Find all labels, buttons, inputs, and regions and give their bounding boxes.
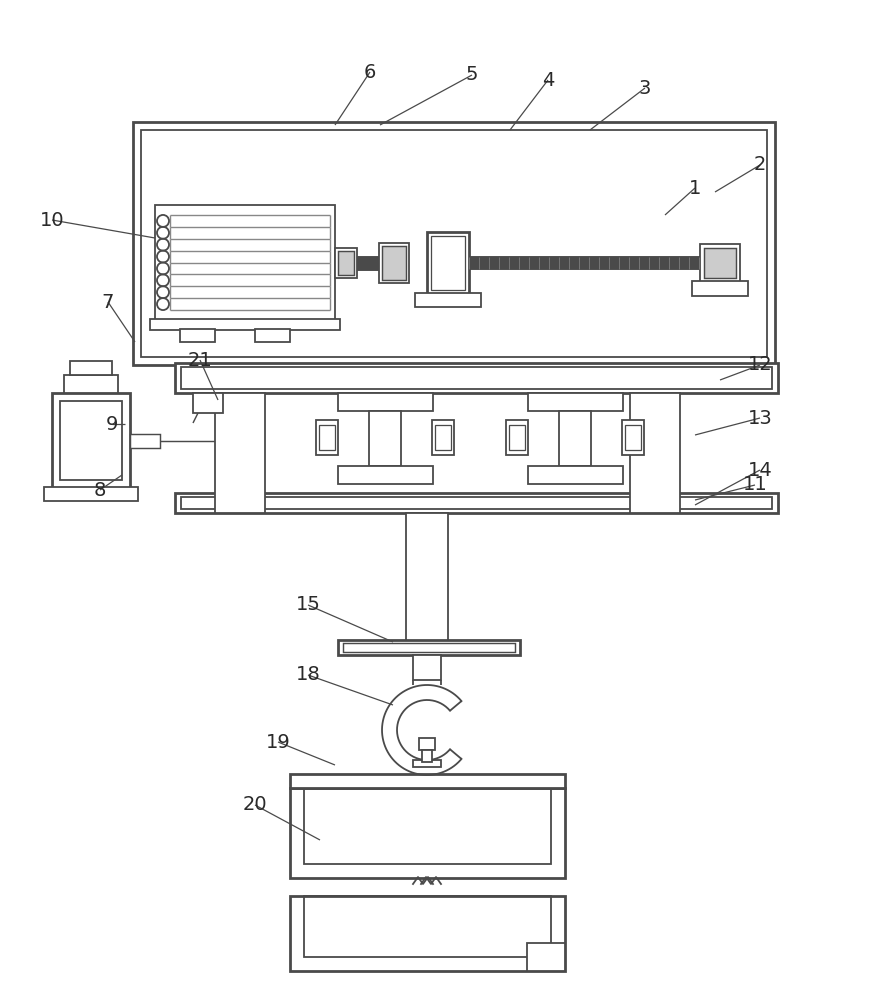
- Bar: [432, 420, 454, 455]
- Bar: [427, 232, 469, 294]
- Text: 13: 13: [748, 408, 773, 428]
- Bar: [528, 393, 623, 411]
- Bar: [175, 363, 778, 393]
- Bar: [290, 774, 565, 788]
- Bar: [406, 513, 448, 655]
- Bar: [559, 411, 591, 466]
- Bar: [431, 236, 465, 290]
- Bar: [692, 281, 748, 296]
- Bar: [700, 244, 740, 282]
- Bar: [181, 497, 772, 509]
- Text: 19: 19: [266, 732, 290, 752]
- Bar: [180, 329, 215, 342]
- Bar: [469, 256, 700, 269]
- Bar: [357, 256, 379, 270]
- Bar: [338, 640, 520, 655]
- Bar: [175, 493, 778, 513]
- Bar: [181, 367, 772, 389]
- Bar: [64, 375, 118, 393]
- Text: 7: 7: [102, 292, 114, 312]
- Bar: [704, 248, 736, 278]
- Bar: [338, 466, 433, 484]
- Bar: [304, 896, 551, 957]
- Text: 14: 14: [748, 460, 773, 480]
- Text: 2: 2: [754, 155, 766, 174]
- Bar: [193, 393, 223, 413]
- Bar: [60, 401, 122, 480]
- Text: 11: 11: [743, 476, 767, 494]
- Text: 5: 5: [466, 66, 478, 85]
- Bar: [379, 243, 409, 283]
- Bar: [622, 420, 644, 455]
- Text: 8: 8: [94, 481, 106, 499]
- Bar: [413, 655, 441, 680]
- Bar: [255, 329, 290, 342]
- Text: 6: 6: [364, 62, 376, 82]
- Bar: [319, 425, 335, 450]
- Text: 20: 20: [242, 796, 267, 814]
- Bar: [52, 393, 130, 488]
- Bar: [509, 425, 525, 450]
- Bar: [150, 319, 340, 330]
- Bar: [304, 788, 551, 864]
- Bar: [382, 246, 406, 280]
- Bar: [506, 420, 528, 455]
- Bar: [343, 643, 515, 652]
- Bar: [630, 393, 680, 513]
- Text: 15: 15: [296, 595, 320, 614]
- Bar: [316, 420, 338, 455]
- Bar: [155, 205, 335, 320]
- Bar: [528, 466, 623, 484]
- Bar: [44, 487, 138, 501]
- Bar: [290, 896, 565, 971]
- Bar: [422, 750, 432, 762]
- Bar: [338, 251, 354, 275]
- Bar: [369, 411, 401, 466]
- Bar: [625, 425, 641, 450]
- Bar: [141, 130, 767, 357]
- Bar: [133, 122, 775, 365]
- Bar: [413, 760, 441, 767]
- Text: 21: 21: [188, 351, 212, 369]
- Text: 4: 4: [542, 70, 554, 90]
- Text: 3: 3: [639, 79, 651, 98]
- Bar: [130, 434, 160, 448]
- Bar: [215, 393, 265, 513]
- Bar: [435, 425, 451, 450]
- Text: 9: 9: [106, 414, 119, 434]
- Bar: [415, 293, 481, 307]
- Bar: [338, 393, 433, 411]
- Text: 1: 1: [689, 178, 701, 198]
- Bar: [335, 248, 357, 278]
- Bar: [70, 361, 112, 375]
- Text: 18: 18: [296, 666, 320, 684]
- Bar: [527, 943, 565, 971]
- Bar: [419, 738, 435, 750]
- Text: 12: 12: [748, 356, 773, 374]
- Bar: [290, 788, 565, 878]
- Text: 10: 10: [40, 211, 65, 230]
